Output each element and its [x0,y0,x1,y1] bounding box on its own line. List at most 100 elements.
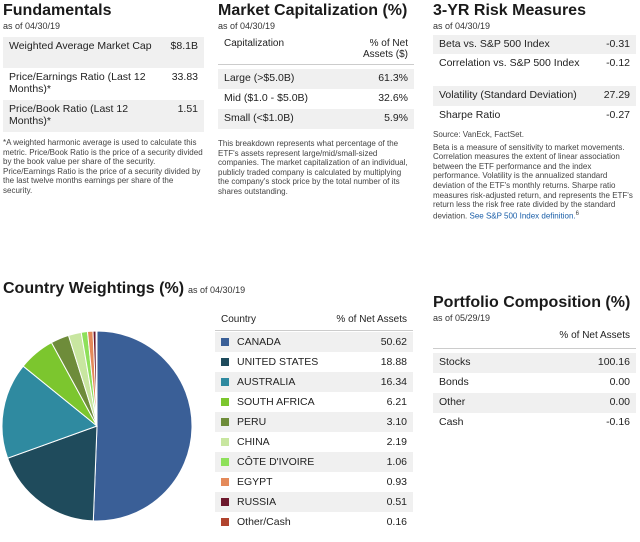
row-label: Price/Earnings Ratio (Last 12 Months)* [9,71,146,95]
row-value: -0.16 [606,416,630,428]
table-row: EGYPT 0.93 [215,472,413,492]
legend-swatch [221,498,229,506]
market-cap-title: Market Capitalization (%) [218,2,408,19]
table-row: CÔTE D'IVOIRE 1.06 [215,452,413,472]
row-value: 0.00 [609,376,630,388]
legend-swatch [221,338,229,346]
table-row: Mid ($1.0 - $5.0B) 32.6% [218,89,414,109]
country-name: EGYPT [237,476,273,488]
country-value: 1.06 [386,456,407,468]
portfolio-panel: Portfolio Composition (%) as of 05/29/19… [433,294,636,433]
row-label: Weighted Average Market Cap [9,40,152,52]
market-cap-footnote: This breakdown represents what percentag… [218,139,408,196]
row-value: 100.16 [597,356,630,368]
row-label: Beta vs. S&P 500 Index [439,38,550,50]
col-header-country: Country [221,314,257,325]
row-label: Sharpe Ratio [439,109,501,121]
table-row: UNITED STATES 18.88 [215,352,413,372]
country-value: 50.62 [380,336,407,348]
row-label: Mid ($1.0 - $5.0B) [224,92,309,104]
pie-slice-canada[interactable] [92,330,193,522]
pie-slice-australia[interactable] [1,365,99,459]
country-value: 0.16 [386,516,407,528]
row-value: 33.83 [171,71,198,83]
table-row: CHINA 2.19 [215,432,413,452]
table-header: % of Net Assets [433,327,636,349]
row-label: Bonds [439,376,469,388]
row-label: Volatility (Standard Deviation) [439,89,577,101]
country-value: 2.19 [386,436,407,448]
table-row: Correlation vs. S&P 500 Index -0.12 [433,54,636,86]
row-label: Stocks [439,356,471,368]
fundamentals-footnote: *A weighted harmonic average is used to … [3,138,203,195]
portfolio-title: Portfolio Composition (%) [433,294,631,311]
country-value: 0.93 [386,476,407,488]
risk-title: 3-YR Risk Measures [433,2,586,19]
pie-slice-united-states[interactable] [6,425,98,522]
row-label: Correlation vs. S&P 500 Index [439,57,580,69]
table-row: Volatility (Standard Deviation) 27.29 [433,86,636,106]
row-value: -0.31 [606,38,630,50]
table-row: Sharpe Ratio -0.27 [433,106,636,126]
table-row: PERU 3.10 [215,412,413,432]
risk-table: Beta vs. S&P 500 Index -0.31 Correlation… [433,35,636,126]
row-value: $8.1B [170,40,198,52]
table-row: Other 0.00 [433,393,636,413]
country-value: 3.10 [386,416,407,428]
table-row: RUSSIA 0.51 [215,492,413,512]
table-row: Small (<$1.0B) 5.9% [218,109,414,129]
country-name: RUSSIA [237,496,277,508]
row-value: 27.29 [603,89,630,101]
table-row: Price/Book Ratio (Last 12 Months)* 1.51 [3,100,204,132]
fundamentals-title: Fundamentals [3,2,112,19]
country-date: as of 04/30/19 [188,285,246,295]
row-value: -0.27 [606,109,630,121]
legend-swatch [221,438,229,446]
legend-swatch [221,458,229,466]
country-name: AUSTRALIA [237,376,296,388]
legend-swatch [221,358,229,366]
pie-slice-other-cash[interactable] [95,330,98,427]
country-value: 6.21 [386,396,407,408]
sp500-definition-link[interactable]: See S&P 500 Index definition. [469,211,576,221]
risk-source: Source: VanEck, FactSet. [433,130,525,139]
market-cap-table: Capitalization % of Net Assets ($) Large… [218,35,414,129]
risk-panel: 3-YR Risk Measures as of 04/30/19 Beta v… [433,2,636,221]
table-row: SOUTH AFRICA 6.21 [215,392,413,412]
country-name: CÔTE D'IVOIRE [237,456,315,468]
risk-footnote: Beta is a measure of sensitivity to mark… [433,143,636,221]
country-name: SOUTH AFRICA [237,396,315,408]
country-table: Country % of Net Assets CANADA 50.62 UNITE… [215,311,413,532]
country-name: CHINA [237,436,270,448]
table-row: Cash -0.16 [433,413,636,433]
table-row: Price/Earnings Ratio (Last 12 Months)* 3… [3,68,204,100]
col-header-net-assets: % of Net Assets ($) [362,38,408,60]
risk-footnote-text: Beta is a measure of sensitivity to mark… [433,142,633,221]
fundamentals-panel: Fundamentals as of 04/30/19 Weighted Ave… [3,2,204,196]
table-row: Weighted Average Market Cap $8.1B [3,37,204,68]
country-name: PERU [237,416,267,428]
col-header-net-assets: % of Net Assets [336,314,407,325]
row-value: 32.6% [378,92,408,104]
row-value: 1.51 [177,103,198,115]
legend-swatch [221,418,229,426]
table-row: AUSTRALIA 16.34 [215,372,413,392]
country-panel: Country Weightings (%) as of 04/30/19 [3,280,413,298]
country-name: CANADA [237,336,281,348]
row-value: 5.9% [384,112,408,124]
col-header-capitalization: Capitalization [224,38,285,49]
legend-swatch [221,378,229,386]
row-value: 0.00 [609,396,630,408]
table-header: Country % of Net Assets [215,311,413,331]
row-value: 61.3% [378,72,408,84]
country-title: Country Weightings (%) as of 04/30/19 [3,280,413,298]
row-label: Large (>$5.0B) [224,72,295,84]
portfolio-date: as of 05/29/19 [433,313,491,323]
table-row: Bonds 0.00 [433,373,636,393]
row-label: Small (<$1.0B) [224,112,294,124]
table-row: CANADA 50.62 [215,332,413,352]
row-label: Cash [439,416,464,428]
country-pie-chart [1,330,193,522]
legend-swatch [221,398,229,406]
risk-date: as of 04/30/19 [433,21,491,31]
